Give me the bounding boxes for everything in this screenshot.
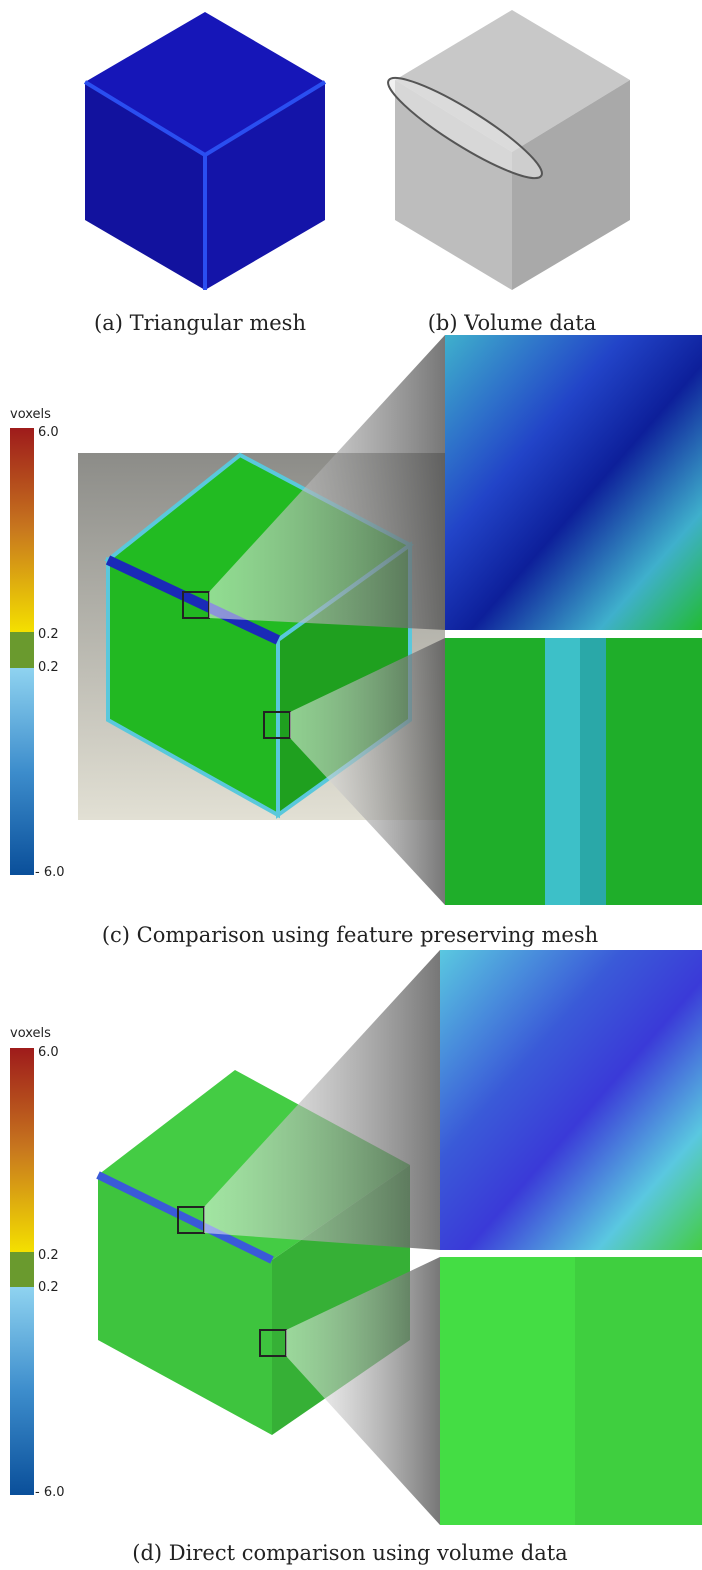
colorbar-label: 0.2 bbox=[38, 1280, 59, 1295]
zoom-projection bbox=[209, 335, 445, 630]
colorbar bbox=[10, 1048, 34, 1495]
colorbar-label: 0.2 bbox=[38, 627, 59, 642]
colorbar-label: - 6.0 bbox=[35, 1485, 65, 1500]
colorbar-label: - 6.0 bbox=[35, 865, 65, 880]
zoom-panel bbox=[445, 335, 702, 905]
colorbar-title: voxels bbox=[10, 1026, 51, 1041]
mesh-cube bbox=[83, 12, 327, 290]
zoom-projection bbox=[290, 638, 445, 905]
colorbar-label: 6.0 bbox=[38, 425, 59, 440]
colorbar-title: voxels bbox=[10, 407, 51, 422]
zoom-projection bbox=[286, 1257, 440, 1525]
colorbar-label: 0.2 bbox=[38, 660, 59, 675]
zoom-projection bbox=[204, 950, 440, 1250]
caption: (c) Comparison using feature preserving … bbox=[102, 923, 598, 947]
caption: (b) Volume data bbox=[428, 311, 597, 335]
colorbar-label: 0.2 bbox=[38, 1248, 59, 1263]
zoom-panel bbox=[440, 950, 702, 1525]
caption: (d) Direct comparison using volume data bbox=[132, 1541, 567, 1565]
caption: (a) Triangular mesh bbox=[94, 311, 306, 335]
colorbar-label: 6.0 bbox=[38, 1045, 59, 1060]
volume-cube bbox=[387, 10, 630, 290]
colorbar bbox=[10, 428, 34, 875]
